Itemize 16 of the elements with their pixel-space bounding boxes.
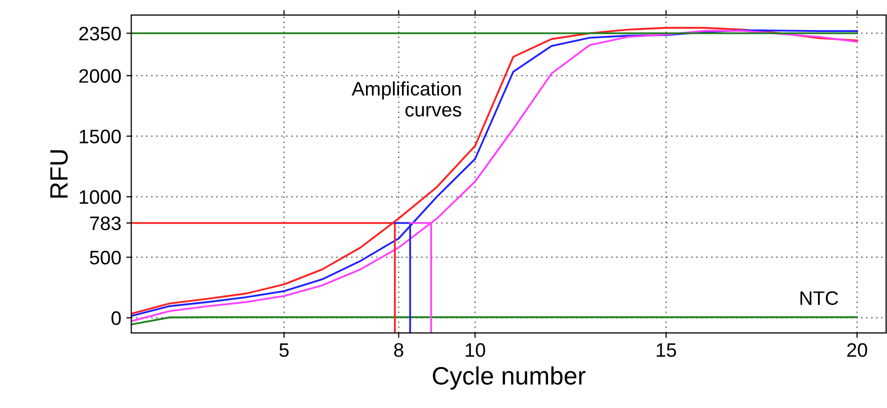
y-tick-label: 1000 — [80, 190, 121, 204]
y-tick-label: 500 — [90, 250, 121, 264]
annotation: Amplification curves — [352, 81, 462, 117]
x-tick-label: 8 — [394, 343, 404, 357]
x-tick-label: 10 — [466, 343, 486, 357]
y-tick-label: 1500 — [80, 130, 121, 144]
y-tick-label: 2000 — [79, 69, 121, 83]
x-tick-label: 5 — [279, 343, 289, 357]
x-tick-label: 15 — [656, 343, 676, 357]
y-tick-label: 0 — [112, 311, 121, 326]
y-axis-title: RFU — [50, 150, 68, 198]
y-tick-label: 783 — [90, 216, 121, 230]
x-axis-title: Cycle number — [432, 366, 586, 390]
y-tick-label: 2350 — [79, 26, 121, 40]
x-tick-label: 20 — [847, 343, 868, 357]
annotation: NTC — [800, 291, 838, 306]
